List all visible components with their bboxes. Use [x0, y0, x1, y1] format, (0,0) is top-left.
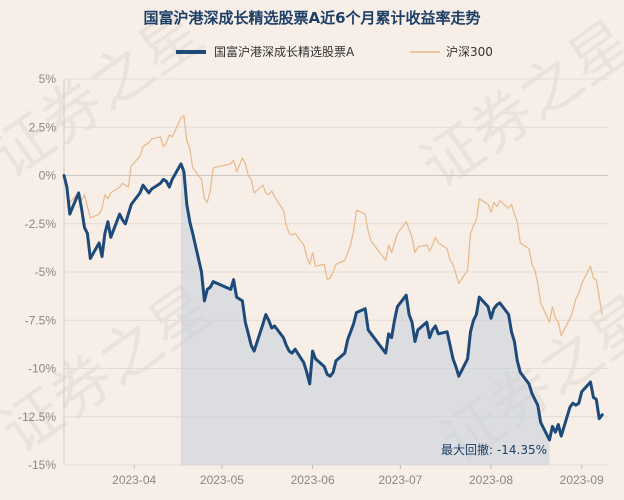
y-tick-label: -15% — [28, 458, 56, 472]
chart-title: 国富沪港深成长精选股票A近6个月累计收益率走势 — [143, 9, 480, 27]
series-lines — [62, 115, 604, 442]
y-tick-label: -7.5% — [25, 313, 57, 327]
x-tick-label: 2023-07 — [378, 473, 422, 487]
series-line-index — [63, 115, 603, 337]
y-tick-label: -10% — [28, 362, 56, 376]
x-tick-label: 2023-06 — [291, 473, 335, 487]
x-axis: 2023-04 2023-05 2023-06 2023-07 2023-08 2023-… — [112, 465, 604, 487]
x-tick-label: 2023-09 — [560, 473, 604, 487]
y-tick-label: -5% — [35, 265, 57, 279]
series-line-fund — [62, 162, 604, 442]
legend-label-index: 沪深300 — [446, 45, 493, 59]
y-axis: 5% 2.5% 0% -2.5% -5% -7.5% -10% -12.5% -15% — [18, 72, 56, 472]
legend-label-fund: 国富沪港深成长精选股票A — [214, 44, 355, 59]
x-tick-label: 2023-04 — [112, 473, 156, 487]
y-tick-label: 2.5% — [29, 120, 57, 134]
legend: 国富沪港深成长精选股票A 沪深300 — [176, 44, 493, 59]
watermark-text: 证券之星 — [0, 0, 215, 192]
max-drawdown-label: 最大回撤: -14.35% — [441, 442, 547, 457]
y-tick-label: -12.5% — [18, 410, 56, 424]
x-tick-label: 2023-08 — [469, 473, 513, 487]
x-tick-label: 2023-05 — [200, 473, 244, 487]
watermark-text: 证券之星 — [408, 7, 624, 202]
y-tick-label: 5% — [39, 72, 57, 86]
y-tick-label: -2.5% — [25, 217, 57, 231]
y-tick-label: 0% — [39, 169, 57, 183]
